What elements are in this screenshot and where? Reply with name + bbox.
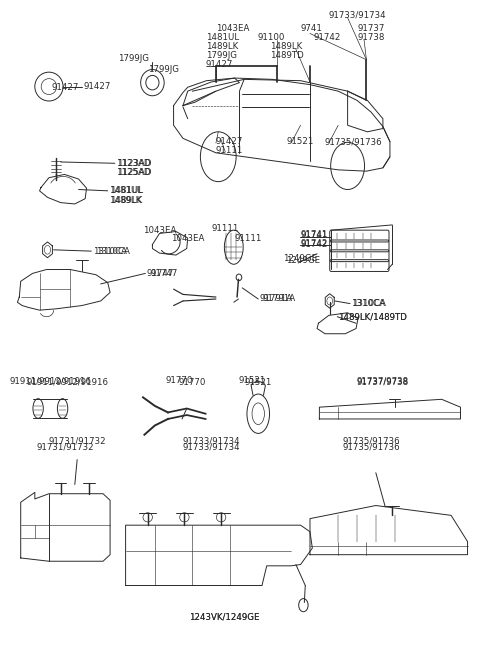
Text: 1489LK: 1489LK xyxy=(205,42,238,51)
Text: 91738: 91738 xyxy=(357,33,384,42)
Text: 91747: 91747 xyxy=(146,269,174,278)
Text: 91735/91736: 91735/91736 xyxy=(342,437,400,445)
Text: 1123AD: 1123AD xyxy=(117,159,152,168)
Text: 91521: 91521 xyxy=(239,376,266,386)
Text: 91427: 91427 xyxy=(205,60,233,70)
Text: 1125AD: 1125AD xyxy=(116,168,151,177)
Text: 91742: 91742 xyxy=(300,240,328,249)
Text: 1043EA: 1043EA xyxy=(216,24,249,33)
Text: 1489LK: 1489LK xyxy=(270,42,302,51)
Text: 1249GE: 1249GE xyxy=(283,254,317,263)
Text: 1249GE: 1249GE xyxy=(286,256,320,265)
Text: 1243VK/1249GE: 1243VK/1249GE xyxy=(189,612,260,622)
Text: 91427: 91427 xyxy=(216,137,243,146)
Text: 91791A: 91791A xyxy=(259,294,292,304)
Text: 91911/9912/91916: 91911/9912/91916 xyxy=(9,376,91,386)
Text: 91111: 91111 xyxy=(216,147,243,155)
Text: 1310CA: 1310CA xyxy=(93,246,127,256)
Text: 91111: 91111 xyxy=(235,233,262,242)
Text: 91111: 91111 xyxy=(212,224,239,233)
Text: 91521: 91521 xyxy=(287,137,314,146)
Text: 91733/91734: 91733/91734 xyxy=(182,442,240,451)
Text: 91742: 91742 xyxy=(300,238,328,248)
Text: 91731/91732: 91731/91732 xyxy=(36,442,94,451)
Text: 1489LK: 1489LK xyxy=(110,196,143,204)
Text: 91737: 91737 xyxy=(357,24,384,33)
Text: 91741: 91741 xyxy=(300,231,328,240)
Text: 1310CA: 1310CA xyxy=(96,246,130,256)
Text: 1489LK/1489TD: 1489LK/1489TD xyxy=(338,312,407,321)
Text: 1799JG: 1799JG xyxy=(205,51,237,60)
Text: 91427: 91427 xyxy=(51,83,79,93)
Text: 1489TD: 1489TD xyxy=(270,51,304,60)
Text: 91911/9912/91916: 91911/9912/91916 xyxy=(27,378,109,387)
Text: 91791A: 91791A xyxy=(263,294,296,304)
Text: 1125AD: 1125AD xyxy=(117,168,152,177)
Text: 91733/91734: 91733/91734 xyxy=(329,11,386,20)
Text: 1799JG: 1799JG xyxy=(118,54,149,63)
Text: 91735/91736: 91735/91736 xyxy=(342,442,400,451)
Text: 91731/91732: 91731/91732 xyxy=(48,437,106,445)
Text: 1481UL: 1481UL xyxy=(109,187,142,195)
Text: 91737/9738: 91737/9738 xyxy=(357,378,409,387)
Text: 1310CA: 1310CA xyxy=(351,299,385,308)
Text: 1481UL: 1481UL xyxy=(205,33,239,42)
Text: 1481UL: 1481UL xyxy=(110,187,143,195)
Text: 91735/91736: 91735/91736 xyxy=(324,137,382,146)
Text: 91733/91734: 91733/91734 xyxy=(182,437,240,445)
Text: 91770: 91770 xyxy=(166,376,193,386)
Text: 1489LK: 1489LK xyxy=(109,196,142,204)
Text: 91747: 91747 xyxy=(150,269,178,278)
Text: 1489LK/1489TD: 1489LK/1489TD xyxy=(338,312,407,321)
Text: 9741: 9741 xyxy=(300,24,323,33)
Text: 1243VK/1249GE: 1243VK/1249GE xyxy=(189,612,260,622)
Text: 91742: 91742 xyxy=(314,33,341,42)
Text: 91521: 91521 xyxy=(244,378,272,387)
Text: 91770: 91770 xyxy=(179,378,206,387)
Text: 1123AD: 1123AD xyxy=(116,159,151,168)
Text: 91741: 91741 xyxy=(300,229,328,238)
Text: 91100: 91100 xyxy=(257,33,285,42)
Text: 91737/9738: 91737/9738 xyxy=(357,376,409,386)
Text: 1043EA: 1043EA xyxy=(143,225,176,235)
Text: 1799JG: 1799JG xyxy=(148,65,179,74)
Text: 1310CA: 1310CA xyxy=(352,299,386,308)
Text: 1043EA: 1043EA xyxy=(171,233,204,242)
Text: 91427: 91427 xyxy=(83,82,111,91)
